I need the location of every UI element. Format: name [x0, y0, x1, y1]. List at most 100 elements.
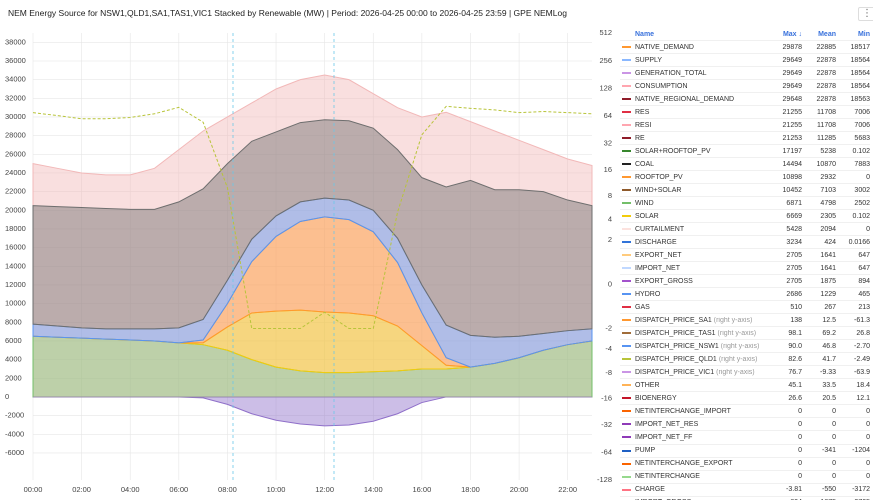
legend-row[interactable]: NETINTERCHANGE 0 0 0: [620, 471, 870, 484]
y2-tick-label: -4: [605, 344, 612, 353]
legend-min: 18564: [850, 82, 870, 90]
x-tick-label: 08:00: [218, 485, 237, 494]
legend-min: 18564: [850, 69, 870, 77]
legend-max: 17197: [782, 147, 802, 155]
legend-row[interactable]: ROOFTOP_PV 10898 2932 0: [620, 171, 870, 185]
legend-name: IMPORT_NET: [635, 265, 768, 272]
legend-row[interactable]: DISCHARGE 3234 424 0.0166: [620, 236, 870, 250]
legend-row[interactable]: NATIVE_REGIONAL_DEMAND 29648 22878 18563: [620, 93, 870, 107]
series-name: DISPATCH_PRICE_QLD1: [635, 355, 717, 363]
legend-mean: 1229: [820, 290, 836, 298]
legend-name: RES: [635, 109, 768, 116]
legend-name: NETINTERCHANGE_EXPORT: [635, 460, 768, 467]
legend-mean: 22878: [816, 56, 836, 64]
legend-mean: 0: [832, 473, 836, 481]
legend-max: 21253: [782, 134, 802, 142]
legend-name: BIOENERGY: [635, 395, 768, 402]
legend-row[interactable]: HYDRO 2686 1229 465: [620, 288, 870, 302]
legend-row[interactable]: SOLAR 6669 2305 0.102: [620, 210, 870, 224]
legend-mean: 4798: [820, 199, 836, 207]
legend-row[interactable]: NETINTERCHANGE_EXPORT 0 0 0: [620, 458, 870, 471]
axis-note: (right y-axis): [717, 329, 757, 337]
legend-row[interactable]: DISPATCH_PRICE_NSW1 (right y-axis) 90.0 46.…: [620, 340, 870, 354]
legend-min: -2.70: [854, 342, 870, 350]
legend-mean: -9.33: [820, 368, 836, 376]
legend-name: WIND: [635, 200, 768, 207]
legend-row[interactable]: WIND 6871 4798 2502: [620, 197, 870, 211]
legend-row[interactable]: BIOENERGY 26.6 20.5 12.1: [620, 392, 870, 406]
legend-row[interactable]: GAS 510 267 213: [620, 301, 870, 315]
legend-row[interactable]: DISPATCH_PRICE_SA1 (right y-axis) 138 12.5 -…: [620, 314, 870, 328]
legend-row[interactable]: CHARGE -3.81 -550 -3172: [620, 484, 870, 497]
legend-row[interactable]: EXPORT_NET 2705 1641 647: [620, 249, 870, 263]
legend-max: 29649: [782, 69, 802, 77]
legend-swatch: [622, 163, 631, 166]
y2-tick-label: 4: [608, 214, 612, 223]
areas: [32, 74, 593, 427]
legend-mean: 0: [832, 433, 836, 441]
legend-row[interactable]: RESI 21255 11708 7006: [620, 119, 870, 133]
legend-row[interactable]: RE 21253 11285 5683: [620, 132, 870, 146]
legend-max: 21255: [782, 108, 802, 116]
legend-min: 3002: [854, 186, 870, 194]
legend-max: 76.7: [788, 368, 802, 376]
legend-swatch: [622, 397, 631, 400]
y2-tick-label: 8: [608, 191, 612, 200]
legend-max: 0: [798, 420, 802, 428]
legend-row[interactable]: SUPPLY 29649 22878 18564: [620, 54, 870, 68]
legend-name: SOLAR: [635, 213, 768, 220]
legend-mean: 22878: [816, 82, 836, 90]
legend-row[interactable]: DISPATCH_PRICE_VIC1 (right y-axis) 76.7 -9.…: [620, 366, 870, 380]
legend-swatch: [622, 137, 631, 140]
legend-row[interactable]: COAL 14494 10870 7883: [620, 158, 870, 172]
legend-row[interactable]: SOLAR+ROOFTOP_PV 17197 5238 0.102: [620, 145, 870, 159]
legend-row[interactable]: IMPORT_NET_RES 0 0 0: [620, 418, 870, 432]
legend-row[interactable]: WIND+SOLAR 10452 7103 3002: [620, 184, 870, 198]
legend-row[interactable]: NETINTERCHANGE_IMPORT 0 0 0: [620, 405, 870, 419]
legend-row[interactable]: IMPORT_GROSS-894-1875-2705: [620, 497, 870, 500]
legend-row[interactable]: DISPATCH_PRICE_TAS1 (right y-axis) 98.1 69.…: [620, 327, 870, 341]
series-name: IMPORT_NET_RES: [635, 420, 699, 428]
legend-mean: 22878: [816, 69, 836, 77]
legend-max: 21255: [782, 121, 802, 129]
legend-min: 0: [866, 420, 870, 428]
legend-row[interactable]: RES 21255 11708 7006: [620, 106, 870, 120]
legend-row[interactable]: PUMP 0 -341 -1204: [620, 445, 870, 458]
series-name: PUMP: [635, 447, 656, 454]
legend-swatch: [622, 488, 631, 491]
legend-row[interactable]: NATIVE_DEMAND 29878 22885 18517: [620, 41, 870, 55]
y2-tick-label: 256: [599, 56, 612, 65]
legend-min: 0: [866, 173, 870, 181]
legend-mean: 2305: [820, 212, 836, 220]
legend-mean: 10870: [816, 160, 836, 168]
legend-swatch: [622, 189, 631, 192]
legend-min: 18563: [850, 95, 870, 103]
legend-row[interactable]: DISPATCH_PRICE_QLD1 (right y-axis) 82.6 41.…: [620, 353, 870, 367]
legend-max: 29648: [782, 95, 802, 103]
legend-swatch: [622, 267, 631, 270]
legend-row[interactable]: CONSUMPTION 29649 22878 18564: [620, 80, 870, 94]
area: [32, 74, 593, 398]
legend-swatch: [622, 72, 631, 75]
legend-name: WIND+SOLAR: [635, 187, 768, 194]
legend-max: 2686: [786, 290, 802, 298]
series-name: OTHER: [635, 381, 660, 389]
legend-swatch: [622, 306, 631, 309]
legend-swatch: [622, 358, 631, 361]
panel-menu[interactable]: ⋮: [858, 7, 873, 21]
x-tick-label: 10:00: [267, 485, 286, 494]
legend-row[interactable]: GENERATION_TOTAL 29649 22878 18564: [620, 67, 870, 81]
legend-row[interactable]: EXPORT_GROSS 2705 1875 894: [620, 275, 870, 289]
legend-min: 12.1: [856, 394, 870, 402]
legend-row[interactable]: IMPORT_NET_FF 0 0 0: [620, 431, 870, 445]
legend-min: 2502: [854, 199, 870, 207]
legend-table: Name Max ↓ Mean Min NATIVE_DEMAND 29878 22885 1…: [620, 28, 870, 500]
legend-swatch: [622, 475, 631, 478]
legend-name: IMPORT_NET_FF: [635, 434, 768, 441]
legend-name: ROOFTOP_PV: [635, 174, 768, 181]
legend-row[interactable]: CURTAILMENT 5428 2094 0: [620, 223, 870, 237]
legend-row[interactable]: OTHER 45.1 33.5 18.4: [620, 379, 870, 393]
legend-name: NETINTERCHANGE_IMPORT: [635, 408, 768, 415]
legend-row[interactable]: IMPORT_NET 2705 1641 647: [620, 262, 870, 276]
